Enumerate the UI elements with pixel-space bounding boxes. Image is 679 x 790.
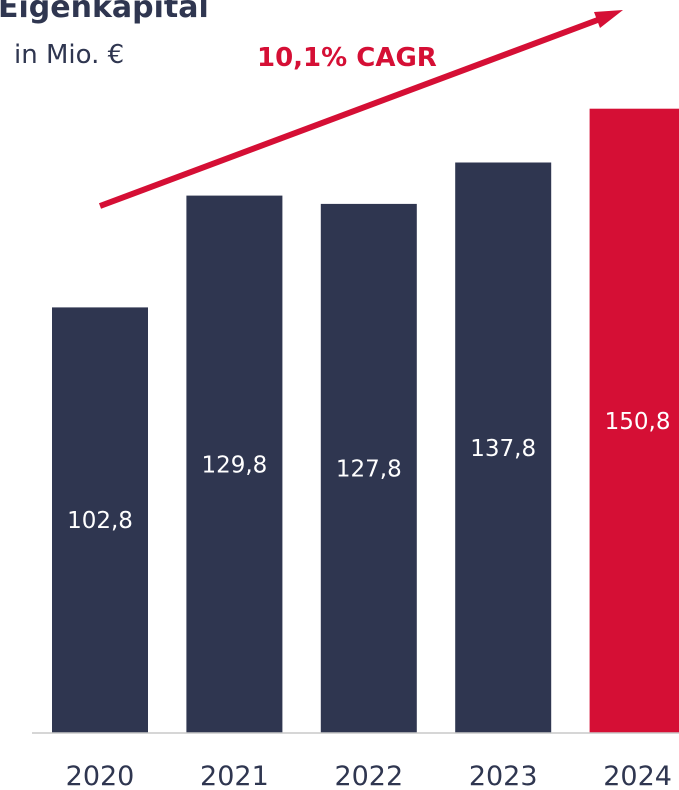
chart-title: Eigenkapital [0,0,209,25]
bar-labels-group: 102,8 129,8 127,8 137,8 150,8 [67,409,670,534]
x-tick-label-2024: 2024 [603,761,672,790]
bar-value-label-2021: 129,8 [201,452,267,478]
bars-group [52,108,679,734]
bar-2024 [589,108,679,733]
cagr-arrow-head [594,10,623,28]
cagr-trend-arrow [98,15,605,209]
x-tick-label-2022: 2022 [334,761,403,790]
x-tick-label-2020: 2020 [66,761,135,790]
x-tick-label-2023: 2023 [469,761,538,790]
bar-2023 [455,162,552,733]
bar-2022 [320,203,417,733]
x-tick-label-2021: 2021 [200,761,269,790]
bar-2020 [52,307,148,733]
bar-2021 [186,195,283,734]
cagr-annotation: 10,1% CAGR [257,43,437,73]
bar-value-label-2022: 127,8 [336,457,402,483]
chart-subtitle: in Mio. € [14,40,124,70]
bar-value-label-2024: 150,8 [605,409,671,435]
bar-value-label-2020: 102,8 [67,508,133,534]
x-tick-labels-group: 2020 2021 2022 2023 2024 [66,761,672,790]
bar-value-label-2023: 137,8 [470,436,536,462]
